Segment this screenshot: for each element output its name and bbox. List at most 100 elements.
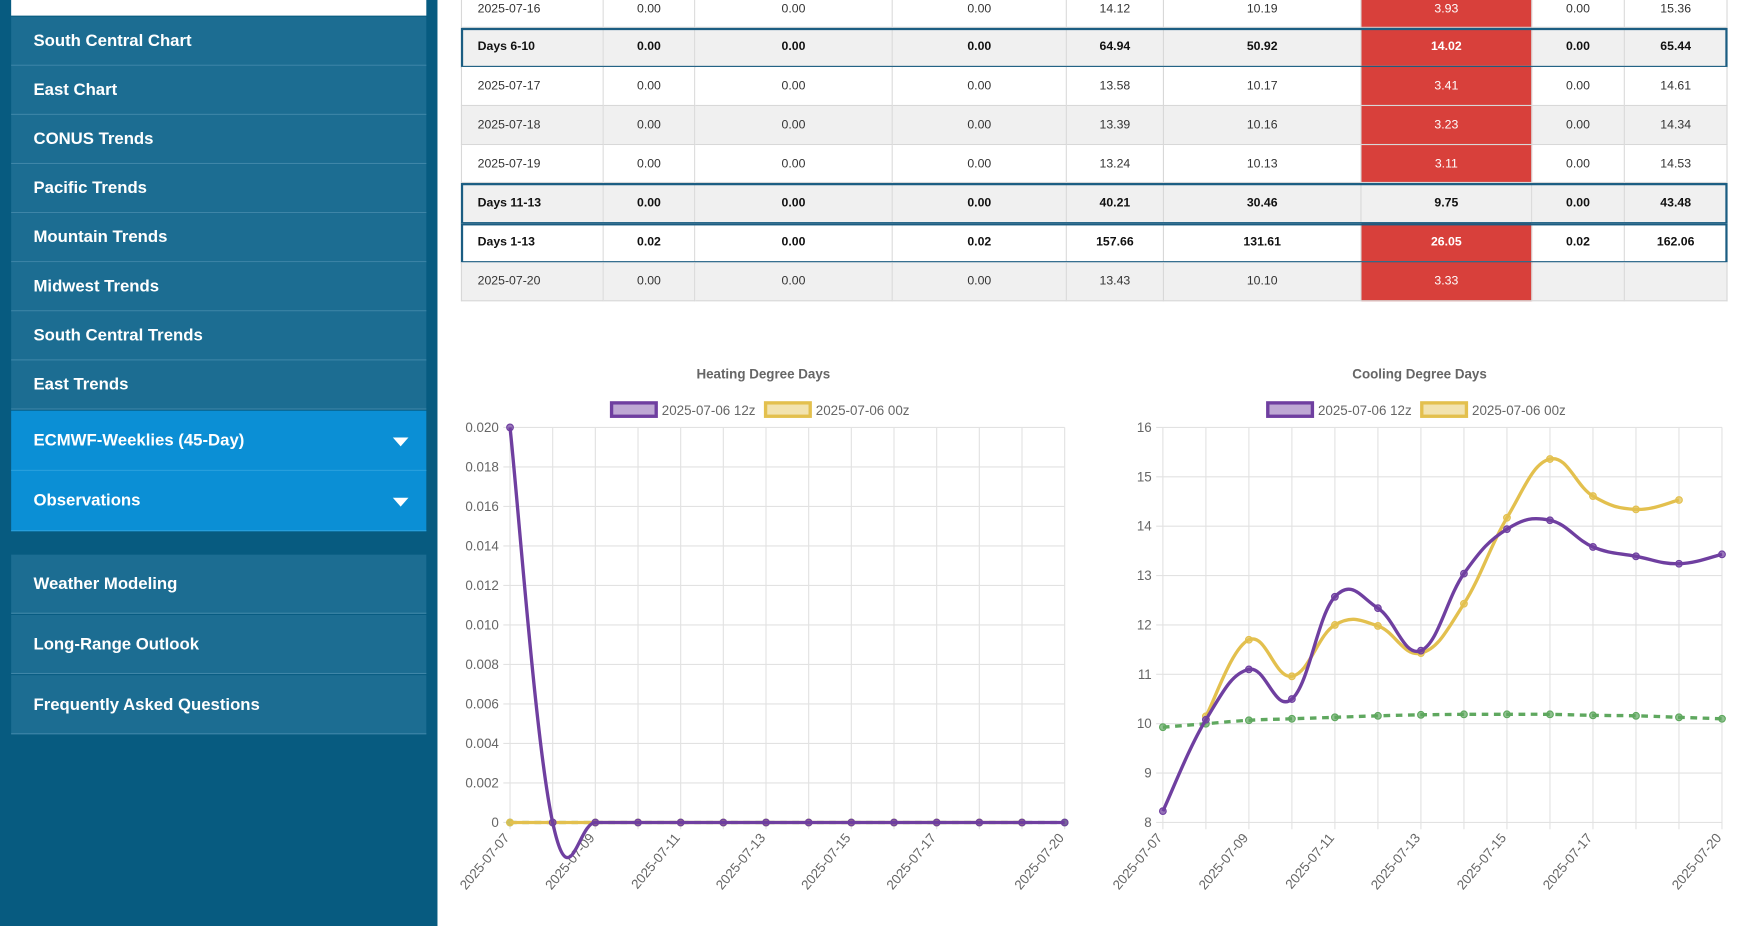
menu-item[interactable]: South Central Trends <box>11 311 427 361</box>
menu-link[interactable]: Frequently Asked Questions <box>11 675 427 735</box>
menu-link[interactable]: Long-Range Outlook <box>11 614 427 675</box>
data-point <box>932 818 941 827</box>
menu-item[interactable]: Mountain Trends <box>11 213 427 263</box>
table-cell: 0.02 <box>892 223 1067 263</box>
table-cell: 0.00 <box>603 66 696 107</box>
data-point <box>762 818 770 827</box>
y-tick-label: 0.014 <box>465 538 499 553</box>
menu-item[interactable]: Midwest Trends <box>11 262 427 312</box>
table-cell: 0.00 <box>695 223 893 263</box>
data-point <box>676 818 685 827</box>
y-tick-label: 0 <box>491 815 498 830</box>
table-cell: 0.00 <box>1532 66 1625 107</box>
table-cell: 0.00 <box>1532 0 1625 28</box>
dropdown-label: ECMWF-Weeklies (45-Day) <box>33 430 245 450</box>
data-point <box>1589 711 1597 720</box>
data-point <box>719 818 728 827</box>
data-point <box>1244 635 1253 644</box>
menu-item[interactable]: East Chart <box>11 65 427 115</box>
x-tick-label: 2025-07-13 <box>713 830 768 892</box>
y-tick-label: 0.018 <box>465 459 498 474</box>
y-tick-label: 14 <box>1137 519 1152 534</box>
menu-item[interactable]: CONUS Trends <box>11 114 427 165</box>
table-cell: 0.00 <box>1532 27 1625 67</box>
data-point <box>591 818 600 827</box>
table-cell: 26.05 <box>1361 223 1533 263</box>
table-cell: 64.94 <box>1066 27 1164 67</box>
table-cell: Days 1-13 <box>460 223 604 263</box>
table-cell: 0.00 <box>1532 145 1625 184</box>
y-tick-label: 16 <box>1137 420 1152 435</box>
data-point <box>1331 713 1339 722</box>
table-cell: 0.00 <box>603 183 696 224</box>
data-point <box>847 818 856 827</box>
table-cell: 0.00 <box>603 106 696 146</box>
x-tick-label: 2025-07-11 <box>1282 830 1337 891</box>
table-cell: 15.36 <box>1624 0 1728 28</box>
menu-item[interactable]: Pacific Trends <box>11 164 427 214</box>
menu-link[interactable]: Weather Modeling <box>11 554 427 614</box>
x-tick-label: 2025-07-13 <box>1368 830 1423 892</box>
table-cell: 0.00 <box>603 262 696 302</box>
data-point <box>1331 592 1339 601</box>
dropdown-item[interactable]: Observations <box>11 470 427 532</box>
chart-title: Cooling Degree Days <box>1352 366 1487 381</box>
dropdown-arrow <box>392 436 409 446</box>
data-point <box>975 818 984 827</box>
dropdown-label: Observations <box>33 491 141 511</box>
table-cell: 10.17 <box>1163 66 1362 107</box>
data-point <box>1503 525 1511 534</box>
data-point <box>1589 492 1597 500</box>
data-point <box>1244 665 1253 674</box>
data-point <box>1460 569 1468 578</box>
table-cell: 0.00 <box>695 106 893 146</box>
legend-label: 2025-07-06 00z <box>1472 403 1566 418</box>
chart-title: Heating Degree Days <box>696 366 830 381</box>
legend-swatch <box>763 401 812 418</box>
menu-item[interactable]: East Trends <box>11 360 427 410</box>
data-point <box>591 818 600 827</box>
table-cell: 13.24 <box>1066 145 1164 184</box>
table-cell: 0.00 <box>892 27 1067 67</box>
x-tick-label: 2025-07-15 <box>798 830 853 892</box>
data-point <box>975 818 984 827</box>
data-point <box>1589 543 1597 551</box>
y-tick-label: 8 <box>1144 815 1151 830</box>
data-point <box>1287 714 1296 723</box>
data-point <box>762 818 770 827</box>
table-cell: 3.41 <box>1361 66 1533 107</box>
data-point <box>634 818 642 827</box>
data-point <box>1546 455 1554 463</box>
search-box[interactable] <box>11 0 427 16</box>
data-point <box>890 818 898 827</box>
data-point <box>975 818 984 827</box>
data-point <box>719 818 728 827</box>
data-point <box>1060 818 1069 827</box>
data-point <box>634 818 642 827</box>
data-point <box>1018 818 1026 827</box>
y-tick-label: 0.020 <box>465 420 498 435</box>
data-point <box>932 818 941 827</box>
legend-label: 2025-07-06 00z <box>816 403 910 418</box>
series-line <box>1204 457 1680 718</box>
y-tick-label: 0.006 <box>465 696 498 711</box>
data-point <box>506 423 514 432</box>
table-cell: 0.00 <box>892 0 1067 28</box>
data-point <box>890 818 898 827</box>
data-point <box>548 818 557 827</box>
data-point <box>548 818 557 827</box>
legend-swatch <box>1420 401 1469 418</box>
menu-item[interactable]: South Central Chart <box>11 16 427 66</box>
data-point <box>762 818 770 827</box>
series-line <box>508 427 1065 860</box>
data-point <box>1718 550 1726 559</box>
data-point <box>591 818 600 827</box>
table-cell: 0.00 <box>603 145 696 184</box>
data-point <box>1287 672 1296 681</box>
data-point <box>1018 818 1026 827</box>
data-point <box>1018 818 1026 827</box>
table-cell: 10.13 <box>1163 145 1362 184</box>
data-point <box>1546 710 1554 719</box>
table-cell: 14.12 <box>1066 0 1164 28</box>
dropdown-item[interactable]: ECMWF-Weeklies (45-Day) <box>11 410 427 471</box>
